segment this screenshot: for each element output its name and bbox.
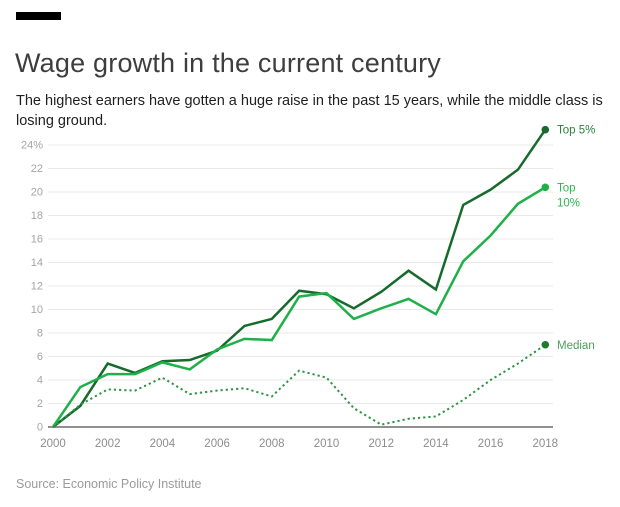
- y-axis-tick-label: 4: [37, 375, 43, 387]
- y-axis-tick-label: 12: [31, 281, 43, 293]
- line-chart-canvas: 0 2 4 6 8 10 12 14 16 18 20 22 24% 2000 2002 2004 2006 20…: [21, 125, 595, 450]
- series-end-label: Median: [557, 340, 595, 352]
- x-axis-tick-label: 2018: [533, 438, 559, 450]
- y-axis-tick-label: 14: [31, 257, 43, 269]
- series-end-label: Top 5%: [557, 125, 595, 137]
- series-line-top-5-: [52, 129, 547, 428]
- y-axis-tick-label: 6: [37, 351, 43, 363]
- x-axis-tick-label: 2006: [204, 438, 230, 450]
- page-title: Wage growth in the current century: [15, 48, 441, 79]
- x-axis-tick-label: 2004: [150, 438, 176, 450]
- series-endpoint-dot: [541, 183, 550, 192]
- x-axis-tick-label: 2014: [423, 438, 449, 450]
- y-axis-tick-label: 22: [31, 163, 43, 175]
- series-line-top-10-: [51, 186, 546, 428]
- y-axis-tick-label: 10: [31, 304, 43, 316]
- series-end-label: Top 10%: [557, 182, 580, 209]
- y-axis-tick-label: 8: [37, 328, 43, 340]
- y-axis-tick-label: 2: [37, 398, 43, 410]
- series-endpoint-dot: [541, 340, 550, 349]
- x-axis-tick-label: 2008: [259, 438, 285, 450]
- y-axis-tick-label: 18: [31, 210, 43, 222]
- y-axis-tick-label: 0: [37, 422, 43, 434]
- kicker-bar: [16, 12, 61, 20]
- x-axis-tick-label: 2016: [478, 438, 504, 450]
- y-axis-tick-label: 24%: [21, 140, 43, 152]
- y-axis-tick-label: 16: [31, 234, 43, 246]
- x-axis-tick-label: 2010: [314, 438, 340, 450]
- y-axis-tick-label: 20: [31, 187, 43, 199]
- x-axis-tick-label: 2000: [40, 438, 66, 450]
- series-line-median: [52, 343, 546, 428]
- x-axis-tick-label: 2012: [368, 438, 394, 450]
- wage-growth-chart: 0 2 4 6 8 10 12 14 16 18 20 22 24% 2000 2002 2004 2006 20…: [0, 117, 620, 465]
- x-axis-tick-label: 2002: [95, 438, 121, 450]
- source-credit: Source: Economic Policy Institute: [16, 476, 202, 491]
- chart-subtitle: The highest earners have gotten a huge r…: [16, 92, 603, 129]
- series-endpoint-dot: [541, 125, 550, 134]
